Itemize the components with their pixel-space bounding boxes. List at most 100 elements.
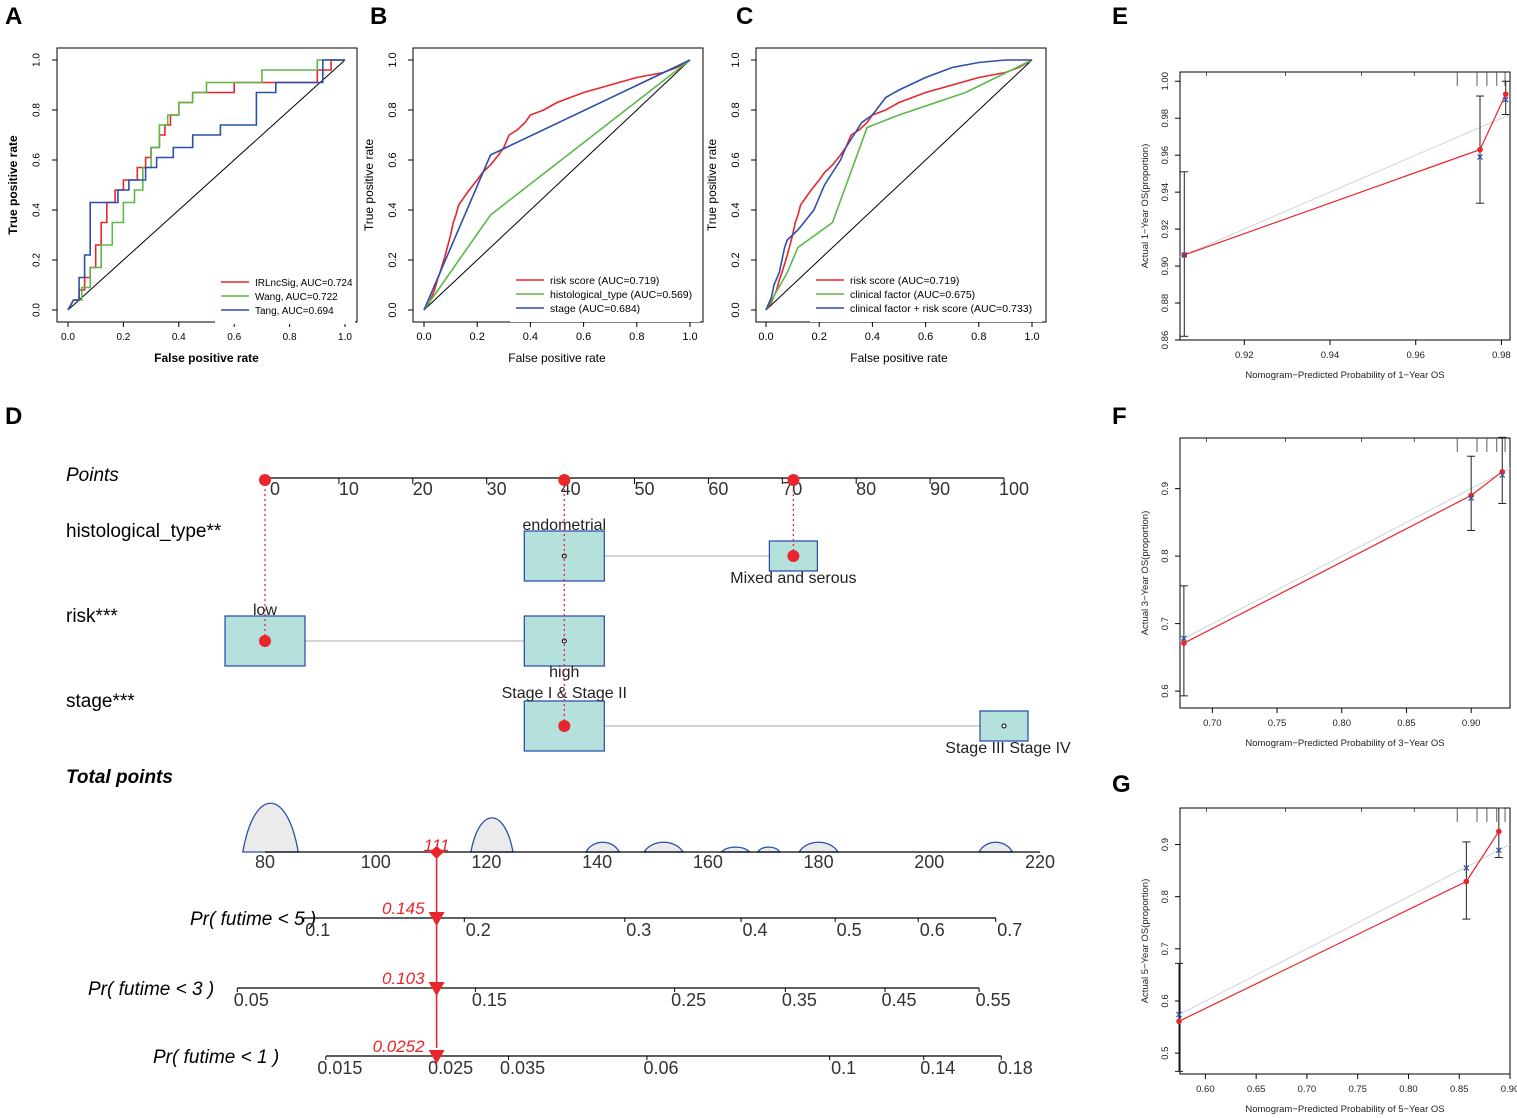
points-tick-label: 60 bbox=[708, 479, 728, 499]
y-tick-label: 0.6 bbox=[32, 153, 43, 167]
x-tick-label: 0.85 bbox=[1397, 718, 1416, 729]
x-tick-label: 0.4 bbox=[865, 331, 880, 343]
plot-frame bbox=[1179, 807, 1511, 1075]
probability-tick-label: 0.3 bbox=[626, 920, 651, 940]
x-tick-label: 0.90 bbox=[1462, 718, 1481, 729]
x-tick-label: 0.96 bbox=[1406, 350, 1425, 361]
y-tick-label: 0.6 bbox=[730, 152, 742, 167]
probability-value: 0.0252 bbox=[373, 1037, 426, 1056]
points-tick-label: 30 bbox=[487, 479, 507, 499]
level-label: high bbox=[549, 664, 579, 681]
bias-corrected-point bbox=[1468, 495, 1475, 501]
x-tick-label: 1.0 bbox=[338, 332, 352, 343]
y-tick-label: 0.0 bbox=[32, 303, 43, 317]
x-tick-label: 0.4 bbox=[523, 331, 538, 343]
y-tick-label: 1.0 bbox=[32, 53, 43, 67]
x-tick-label: 0.0 bbox=[61, 332, 75, 343]
y-tick-label: 0.9 bbox=[1160, 482, 1171, 495]
x-tick-label: 0.8 bbox=[283, 332, 297, 343]
x-tick-label: 0.92 bbox=[1235, 350, 1254, 361]
y-tick-label: 0.92 bbox=[1160, 220, 1171, 239]
variable-label: stage*** bbox=[66, 691, 135, 712]
y-tick-label: 0.7 bbox=[1160, 942, 1171, 955]
calibration-line bbox=[1178, 831, 1500, 1022]
selected-point-marker bbox=[787, 474, 800, 486]
probability-tick-label: 0.45 bbox=[881, 990, 916, 1010]
probability-value: 0.145 bbox=[382, 899, 425, 918]
density-bump bbox=[978, 841, 1014, 853]
total-tick-label: 220 bbox=[1025, 852, 1055, 872]
x-tick-label: 0.60 bbox=[1196, 1084, 1215, 1095]
x-tick-label: 0.80 bbox=[1399, 1084, 1418, 1095]
x-tick-label: 0.2 bbox=[812, 331, 827, 343]
level-marker bbox=[1001, 723, 1007, 729]
total-selected-value: 111 bbox=[424, 836, 450, 855]
calibration-line bbox=[1184, 93, 1507, 256]
probability-tick-label: 0.7 bbox=[997, 920, 1022, 940]
reference-diagonal bbox=[423, 59, 691, 311]
x-axis-label: Nomogram−Predicted Probability of 5−Year… bbox=[1245, 1104, 1444, 1115]
bias-corrected-point bbox=[1502, 96, 1509, 103]
y-tick-label: 0.2 bbox=[730, 252, 742, 267]
bias-corrected-point bbox=[1477, 154, 1483, 160]
y-tick-label: 0.5 bbox=[1160, 1047, 1171, 1060]
x-axis-label: False positive rate bbox=[850, 351, 948, 365]
y-tick-label: 0.4 bbox=[32, 203, 43, 217]
y-tick-label: 1.00 bbox=[1160, 72, 1171, 91]
total-tick-label: 160 bbox=[693, 852, 723, 872]
roc-chart-B: 0.0 0.2 0.4 0.6 0.8 1.0 0.0 0.2 0.4 0.6 0.8 1.0 Fals… bbox=[362, 47, 704, 365]
y-tick-label: 1.0 bbox=[730, 52, 742, 67]
roc-curve bbox=[67, 59, 345, 311]
x-tick-label: 0.75 bbox=[1348, 1084, 1367, 1095]
x-tick-label: 0.70 bbox=[1298, 1084, 1317, 1095]
y-tick-label: 0.8 bbox=[1160, 890, 1171, 903]
selected-point-marker bbox=[558, 474, 571, 486]
legend-label: clinical factor (AUC=0.675) bbox=[850, 289, 975, 301]
legend-label: IRLncSig, AUC=0.724 bbox=[255, 278, 353, 289]
legend-label: histological_type (AUC=0.569) bbox=[550, 289, 692, 301]
probability-tick-label: 0.035 bbox=[500, 1058, 545, 1078]
x-tick-label: 0.6 bbox=[918, 331, 933, 343]
calibration-chart-E: 0.92 0.94 0.96 0.98 0.86 0.88 0.90 0.92 0.94 0.96… bbox=[1140, 71, 1511, 381]
panel-letter-D: D bbox=[5, 403, 22, 430]
y-tick-label: 0.8 bbox=[1160, 550, 1171, 563]
probability-marker bbox=[428, 912, 445, 926]
x-tick-label: 0.98 bbox=[1492, 350, 1511, 361]
panel-letter-B: B bbox=[370, 3, 387, 30]
x-tick-label: 0.94 bbox=[1321, 350, 1340, 361]
y-tick-label: 0.2 bbox=[32, 253, 43, 267]
density-bump bbox=[585, 841, 621, 853]
ideal-line bbox=[1179, 114, 1511, 258]
roc-curve bbox=[765, 59, 1033, 311]
level-label: Mixed and serous bbox=[730, 570, 856, 587]
y-tick-label: 0.94 bbox=[1160, 183, 1171, 202]
calibration-point bbox=[1176, 1018, 1182, 1025]
x-tick-label: 0.90 bbox=[1501, 1084, 1517, 1095]
roc-curve bbox=[423, 59, 691, 311]
total-tick-label: 80 bbox=[255, 852, 275, 872]
reference-diagonal bbox=[765, 59, 1033, 311]
probability-tick-label: 0.14 bbox=[920, 1058, 955, 1078]
y-tick-label: 0.90 bbox=[1160, 257, 1171, 276]
x-tick-label: 1.0 bbox=[682, 331, 697, 343]
probability-tick-label: 0.5 bbox=[837, 920, 862, 940]
total-tick-label: 180 bbox=[804, 852, 834, 872]
points-tick-label: 20 bbox=[413, 479, 433, 499]
y-tick-label: 0.4 bbox=[387, 202, 399, 217]
roc-chart-A: 0.0 0.2 0.4 0.6 0.8 1.0 0.0 0.2 0.4 0.6 0.8 1.0 Fals… bbox=[6, 47, 358, 365]
y-tick-label: 0.6 bbox=[1160, 685, 1171, 698]
x-tick-label: 0.0 bbox=[416, 331, 431, 343]
y-axis-label: True positive rate bbox=[362, 139, 376, 232]
roc-curve bbox=[423, 59, 691, 311]
total-tick-label: 200 bbox=[914, 852, 944, 872]
probability-tick-label: 0.1 bbox=[831, 1058, 856, 1078]
y-axis-label: True positive rate bbox=[705, 139, 719, 232]
probability-label: Pr( futime < 1 ) bbox=[153, 1047, 279, 1068]
y-tick-label: 0.88 bbox=[1160, 294, 1171, 313]
x-tick-label: 0.70 bbox=[1203, 718, 1222, 729]
x-tick-label: 0.6 bbox=[576, 331, 591, 343]
points-tick-label: 10 bbox=[339, 479, 359, 499]
y-tick-label: 0.4 bbox=[730, 202, 742, 217]
ideal-line bbox=[1179, 844, 1511, 1015]
bias-corrected-point bbox=[1463, 865, 1470, 871]
